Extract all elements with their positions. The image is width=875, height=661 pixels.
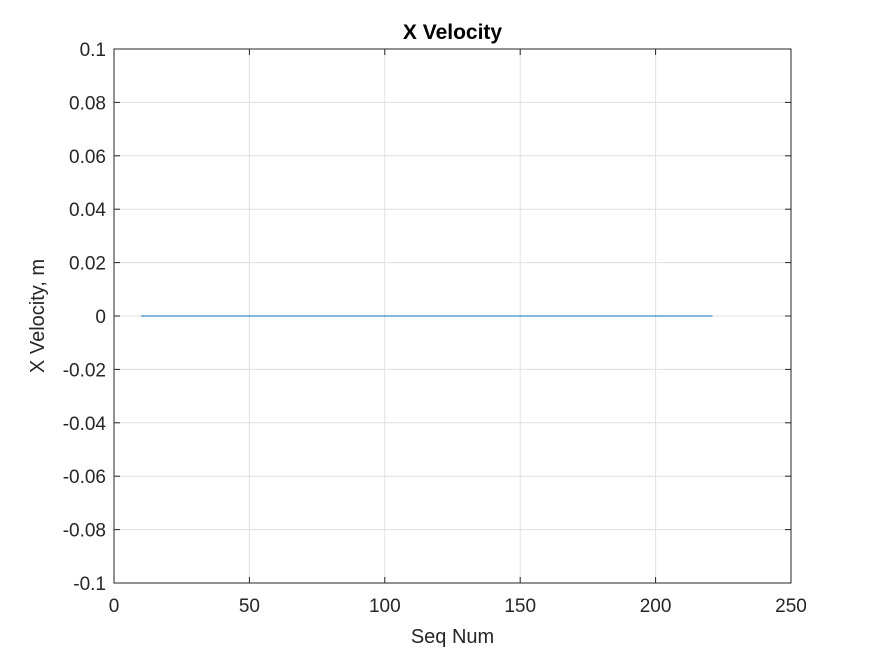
- y-tick-label: 0.02: [69, 254, 106, 275]
- y-tick-label: -0.08: [63, 521, 106, 542]
- axis-ticks: 0 50 100 150 200 250 -0.1 -0.08 -0.06 -0.04 -0.02 0…: [63, 40, 807, 617]
- chart-title: X Velocity: [403, 21, 503, 44]
- y-tick-label: -0.02: [63, 360, 106, 381]
- x-tick-label: 250: [775, 596, 807, 617]
- y-tick-label: -0.06: [63, 467, 106, 488]
- y-tick-label: 0.06: [69, 147, 106, 168]
- y-tick-label: 0.1: [80, 40, 106, 61]
- y-tick-label: 0: [95, 307, 106, 328]
- x-axis-label: Seq Num: [411, 626, 494, 648]
- y-tick-label: 0.08: [69, 93, 106, 114]
- x-tick-label: 0: [109, 596, 120, 617]
- x-tick-label: 50: [239, 596, 260, 617]
- y-tick-label: -0.1: [73, 574, 106, 595]
- y-axis-label: X Velocity, m: [27, 259, 49, 373]
- x-tick-label: 200: [640, 596, 672, 617]
- x-tick-label: 150: [504, 596, 536, 617]
- y-tick-label: -0.04: [63, 414, 107, 435]
- grid: [113, 48, 792, 584]
- y-tick-label: 0.04: [69, 200, 106, 221]
- x-tick-label: 100: [369, 596, 401, 617]
